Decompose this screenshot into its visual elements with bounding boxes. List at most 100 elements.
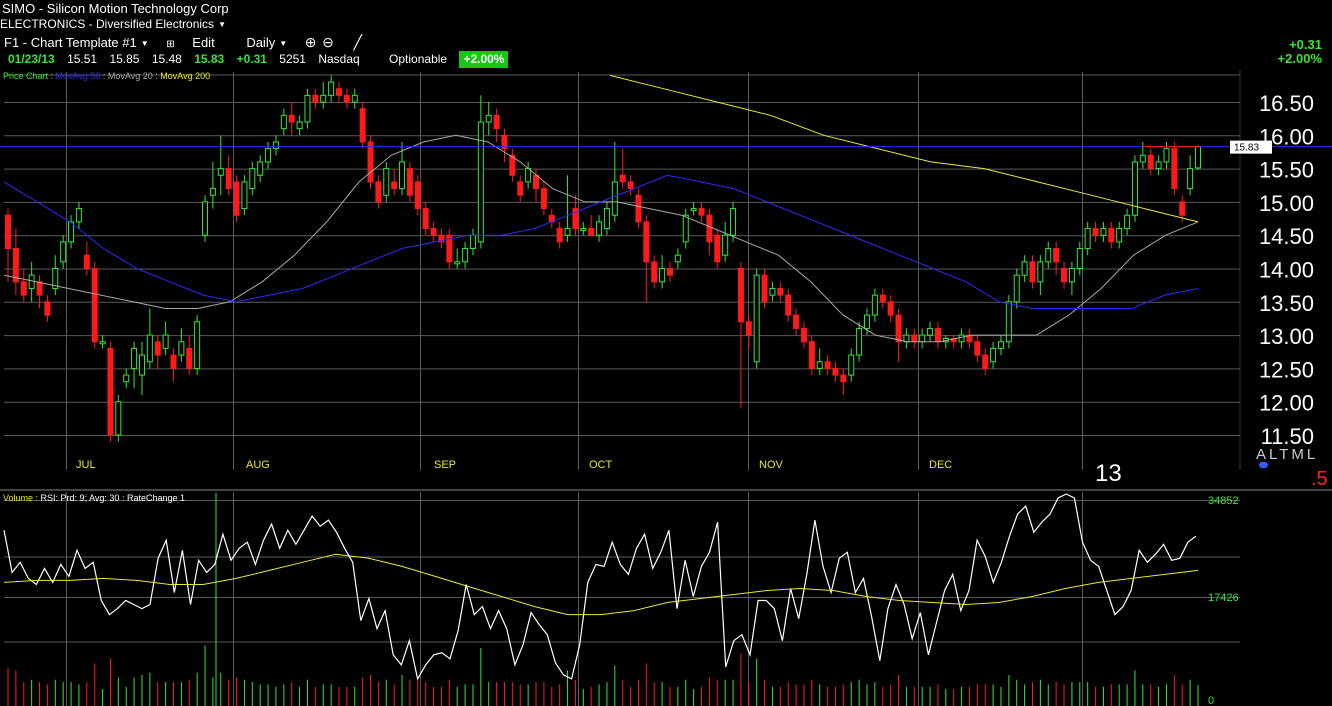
candle-body — [800, 327, 807, 343]
price-tick-label: 14.00 — [1259, 258, 1314, 283]
candle-body — [619, 174, 626, 183]
candle-body — [540, 188, 547, 210]
candle-body — [753, 274, 760, 363]
industry-group-dropdown[interactable]: ELECTRONICS - Diversified Electronics — [0, 17, 226, 31]
candle-body — [52, 268, 59, 289]
altml-label: ALTML — [1256, 446, 1319, 463]
legend-volume: Volume — [3, 493, 34, 503]
candle-body — [698, 208, 705, 216]
candle-body — [927, 327, 934, 336]
candle-body — [674, 254, 681, 263]
candle-body — [816, 361, 823, 369]
candle-body — [249, 168, 256, 190]
candle-body — [627, 181, 634, 190]
quote-high: 15.85 — [109, 52, 140, 66]
candle-body — [887, 301, 894, 316]
candle-body — [1092, 228, 1099, 236]
candle-body — [146, 334, 153, 363]
candle-body — [241, 181, 248, 210]
candle-body — [509, 154, 516, 176]
quote-low: 15.48 — [151, 52, 182, 66]
candle-body — [399, 161, 406, 190]
last-price-box — [1230, 140, 1272, 154]
candle-body — [501, 134, 508, 150]
legend-ma20: MovAvg 20 — [107, 71, 153, 81]
altml-indicator-icon — [1259, 462, 1268, 468]
candle-body — [871, 294, 878, 316]
candle-body — [343, 94, 350, 103]
candle-body — [997, 341, 1004, 349]
candle-body — [761, 274, 768, 303]
draw-line-icon[interactable]: ╱ — [353, 34, 362, 50]
candle-body — [99, 341, 106, 345]
candle-body — [919, 334, 926, 343]
candle-body — [958, 334, 965, 343]
month-label: SEP — [434, 459, 456, 471]
quote-open: 15.51 — [67, 52, 98, 66]
candle-body — [131, 347, 138, 369]
candle-body — [564, 228, 571, 236]
candle-body — [328, 81, 335, 96]
altml-selector[interactable]: ALTML — [1256, 446, 1318, 463]
quote-volume: 5251 — [279, 52, 306, 66]
candle-body — [706, 214, 713, 243]
candle-body — [138, 354, 145, 376]
candle-body — [911, 334, 918, 343]
candle-body — [375, 181, 382, 203]
period-dropdown[interactable]: Daily — [246, 34, 287, 54]
candle-body — [438, 234, 445, 243]
candle-body — [832, 367, 839, 376]
legend-price: Price Chart — [3, 71, 49, 81]
price-tick-label: 16.50 — [1259, 91, 1314, 116]
last-price-label: 15.83 — [1234, 143, 1259, 154]
symbol-title: SIMO - Silicon Motion Technology Corp — [2, 1, 229, 16]
industry-group[interactable]: ELECTRONICS - Diversified Electronics — [0, 17, 226, 32]
candle-body — [335, 88, 342, 96]
candle-body — [1013, 274, 1020, 303]
candle-body — [1076, 248, 1083, 270]
candle-body — [1171, 148, 1178, 190]
chart-template-dropdown[interactable]: F1 - Chart Template #1 — [4, 34, 149, 54]
candle-body — [202, 201, 209, 236]
candle-body — [1005, 301, 1012, 343]
candle-body — [406, 168, 413, 196]
candle-body — [20, 281, 27, 296]
candle-body — [643, 221, 650, 263]
candle-body — [990, 347, 997, 363]
zoom-out-icon[interactable]: ⊖ — [322, 34, 334, 50]
rsi-average-line — [3, 553, 1199, 616]
candle-body — [690, 208, 697, 212]
candle-body — [1021, 261, 1028, 276]
price-tick-label: 15.50 — [1259, 158, 1314, 183]
optionable-label: Optionable — [389, 52, 448, 66]
candle-body — [217, 168, 224, 176]
candle-body — [485, 114, 492, 123]
price-tick-label: 13.00 — [1259, 324, 1314, 349]
candle-body — [580, 228, 587, 232]
candle-body — [974, 341, 981, 356]
candle-body — [1187, 168, 1194, 190]
candle-body — [288, 114, 295, 123]
zoom-in-icon[interactable]: ⊕ — [304, 34, 317, 50]
change-abs: +0.31 — [1289, 37, 1322, 52]
price-tick-label: 14.50 — [1259, 224, 1314, 249]
candle-body — [982, 354, 989, 369]
candle-body — [359, 108, 366, 143]
candle-body — [1155, 161, 1162, 170]
edit-button[interactable]: ⊞ Edit — [166, 34, 228, 54]
candle-body — [848, 354, 855, 376]
candle-body — [225, 168, 232, 190]
legend-ma50: MovAvg 50 — [55, 71, 101, 81]
candle-body — [414, 181, 421, 210]
candle-body — [1068, 268, 1075, 283]
candle-body — [517, 181, 524, 196]
candle-body — [194, 321, 201, 369]
fraction-label: .5 — [1311, 468, 1328, 490]
candle-body — [682, 214, 689, 243]
candle-body — [1037, 261, 1044, 283]
title-bar: SIMO - Silicon Motion Technology Corp — [0, 0, 1332, 17]
candle-body — [1100, 228, 1107, 236]
candle-body — [1139, 154, 1146, 163]
candle-body — [91, 268, 98, 343]
